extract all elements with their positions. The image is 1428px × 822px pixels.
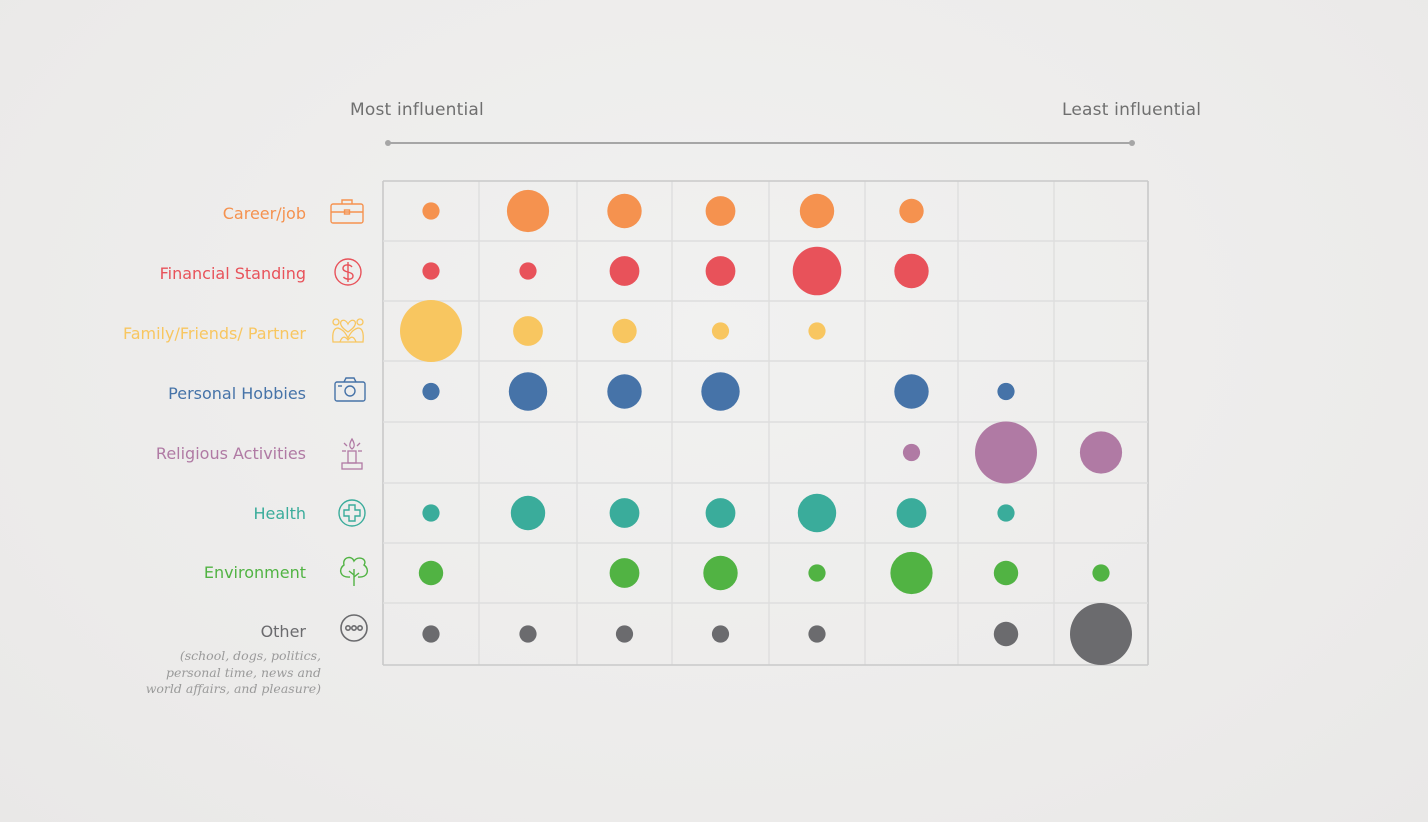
bubble-health-7 [997,504,1015,522]
bubble-family-friends-partner-3 [612,318,637,344]
bubble-career-job-6 [899,198,924,224]
most-influential-label: Most influential [350,100,484,120]
bubble-other-3 [615,625,634,643]
bubble-family-friends-partner-5 [808,322,826,340]
bubble-religious-activities-7 [975,421,1037,484]
row-label-environment: Environment [203,563,306,582]
bubble-environment-3 [609,558,640,588]
bubble-other-1 [422,625,440,643]
briefcase-icon [330,199,364,224]
bubble-family-friends-partner-4 [711,322,730,340]
bubble-personal-hobbies-1 [422,382,440,401]
row-label-family: Family/Friends/ Partner [122,324,306,343]
bubble-health-3 [609,498,640,528]
dollar-circle-icon [334,258,362,286]
bubble-financial-standing-1 [422,262,440,280]
tree-icon [339,556,369,586]
row-label-health: Health [253,504,306,523]
bubble-other-2 [519,625,537,643]
bubble-family-friends-partner-1 [400,300,462,362]
row-label-other: Other [260,622,306,641]
bubble-personal-hobbies-6 [894,374,929,409]
bubble-religious-activities-8 [1079,431,1123,474]
bubble-health-5 [797,493,837,533]
bubble-career-job-2 [506,189,550,233]
bubble-career-job-1 [422,202,440,220]
bubble-health-6 [896,498,927,528]
bubble-other-7 [993,621,1019,647]
ellipsis-circle-icon [340,614,368,642]
bubble-career-job-4 [705,196,736,226]
bubble-health-2 [510,495,546,531]
bubble-financial-standing-4 [705,256,736,286]
bubble-health-4 [705,498,736,528]
bubble-environment-1 [418,560,444,586]
bubble-religious-activities-6 [902,443,921,462]
other-note: (school, dogs, politics, personal time, … [145,648,321,696]
candle-icon [341,437,363,470]
row-label-hobbies: Personal Hobbies [168,384,306,403]
row-label-career: Career/job [222,204,306,223]
bubble-family-friends-partner-2 [513,316,543,346]
bubble-personal-hobbies-3 [607,374,642,409]
grid [382,180,1149,666]
bubble-personal-hobbies-7 [997,382,1015,401]
family-hearts-icon [332,318,364,343]
least-influential-label: Least influential [1062,100,1202,120]
bubble-career-job-3 [607,193,642,229]
bubble-personal-hobbies-4 [701,372,740,411]
bubble-financial-standing-2 [519,262,537,280]
medical-cross-icon [338,499,366,527]
row-label-religious: Religious Activities [155,444,306,463]
bubble-environment-8 [1092,564,1110,582]
bubble-other-5 [808,625,826,643]
bubbles [400,189,1132,665]
bubble-environment-5 [808,564,826,582]
bubble-personal-hobbies-2 [508,372,548,411]
bubble-financial-standing-3 [609,256,640,286]
bubble-environment-6 [890,551,933,595]
bubble-financial-standing-5 [792,246,842,296]
row-label-financial: Financial Standing [159,264,306,283]
bubble-financial-standing-6 [894,253,929,289]
bubble-environment-4 [703,555,738,591]
bubble-career-job-5 [799,193,835,229]
camera-icon [334,377,366,402]
bubble-environment-7 [993,560,1019,586]
influence-scale-line [385,140,1135,146]
bubble-health-1 [422,504,440,522]
bubble-other-4 [711,625,730,643]
bubble-other-8 [1070,603,1132,665]
